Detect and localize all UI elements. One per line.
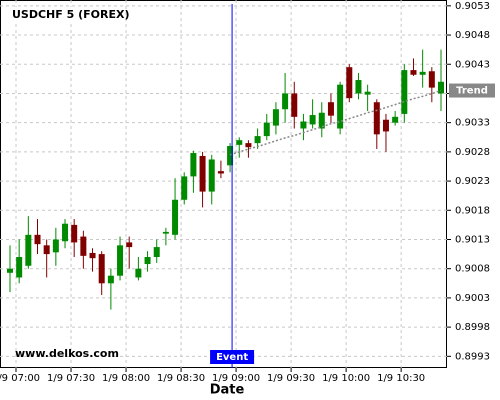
candle-body [34, 234, 41, 245]
y-tick-label: 0.9008 [455, 264, 490, 275]
candle-body [245, 143, 252, 148]
candle-body [355, 80, 362, 94]
candle-body [227, 146, 234, 166]
candle-body [89, 252, 96, 259]
candle-body [52, 239, 59, 253]
candle-body [318, 112, 325, 129]
candle-body [217, 171, 224, 174]
candle-body [410, 70, 417, 75]
y-tick-label: 0.9018 [455, 205, 490, 216]
candle-body [117, 245, 124, 276]
x-tick-label: 1/9 09:00 [212, 373, 260, 384]
candle-body [43, 245, 50, 255]
candle-body [236, 140, 243, 145]
candle-body [25, 234, 32, 266]
candle-body [135, 268, 142, 278]
candle-body [98, 254, 105, 284]
candle-body [126, 242, 133, 248]
candle-body [272, 109, 279, 126]
y-tick-label: 0.8993 [455, 351, 490, 362]
candle-body [282, 93, 289, 110]
title-bg [8, 7, 120, 23]
candle-body [144, 257, 151, 265]
chart-title: USDCHF 5 (FOREX) [12, 8, 129, 21]
candle-body [392, 116, 399, 123]
trend-line [229, 89, 442, 156]
trend-label-box [449, 83, 495, 98]
x-tick-label: 1/9 07:00 [0, 373, 40, 384]
candle-body [337, 84, 344, 129]
y-tick-label: 0.9053 [455, 1, 490, 12]
candle-body [300, 121, 307, 129]
candle-body [401, 70, 408, 114]
x-tick-label: 1/9 10:00 [322, 373, 370, 384]
candle-body [153, 247, 160, 258]
candle-body [162, 231, 169, 234]
event-label-box [210, 350, 255, 364]
x-tick-label: 1/9 09:30 [267, 373, 315, 384]
candle-body [181, 176, 188, 200]
y-tick-label: 0.9023 [455, 176, 490, 187]
plot-area [0, 0, 447, 368]
candle-body [62, 223, 69, 242]
candle-body [373, 102, 380, 135]
candle-body [172, 199, 179, 235]
candle-body [107, 275, 114, 284]
y-tick-label: 0.9003 [455, 293, 490, 304]
candle-body [190, 153, 197, 177]
x-tick-label: 1/9 07:30 [47, 373, 95, 384]
x-tick-label: 1/9 08:00 [102, 373, 150, 384]
candle-body [80, 236, 87, 256]
y-tick-label: 0.9043 [455, 59, 490, 70]
candle-body [346, 67, 353, 99]
y-tick-label: 0.9013 [455, 234, 490, 245]
candle-body [327, 102, 334, 116]
y-tick-label: 0.8998 [455, 322, 490, 333]
x-tick-label: 1/9 10:30 [377, 373, 425, 384]
x-axis-label: Date [210, 383, 245, 398]
trend-label: Trend [456, 86, 488, 97]
x-tick-label: 1/9 08:30 [157, 373, 205, 384]
y-tick-label: 0.9033 [455, 118, 490, 129]
candle-body [382, 119, 389, 132]
candle-body [7, 268, 13, 273]
watermark: www.delkos.com [15, 347, 119, 360]
candle-body [428, 71, 435, 88]
candle-body [309, 115, 316, 125]
candle-body [263, 122, 270, 137]
candle-body [199, 155, 206, 192]
y-tick-label: 0.9028 [455, 147, 490, 158]
candle-body [71, 224, 78, 243]
candle-body [419, 71, 426, 75]
event-label: Event [216, 352, 248, 363]
candle-body [364, 91, 371, 95]
candle-body [208, 159, 215, 192]
y-tick-label: 0.9048 [455, 30, 490, 41]
candle-body [291, 93, 298, 117]
candle-body [16, 257, 23, 278]
candle-body [254, 136, 261, 144]
candle-body [437, 81, 444, 94]
